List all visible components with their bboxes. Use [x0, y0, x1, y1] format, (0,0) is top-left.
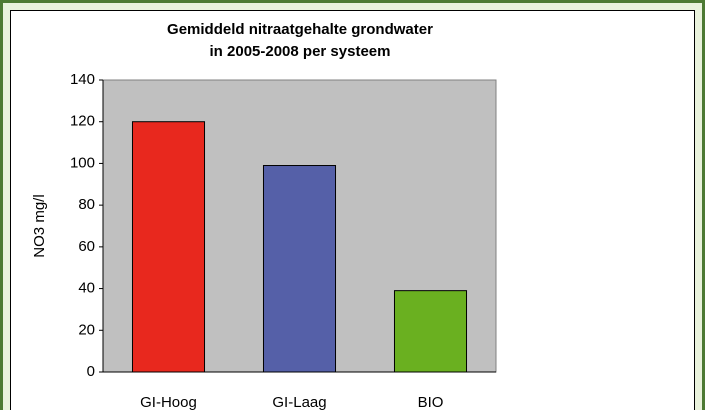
y-tick-label: 140: [70, 71, 95, 88]
y-tick-label: 0: [87, 363, 95, 380]
y-tick-label: 60: [78, 238, 95, 255]
chart-title: in 2005-2008 per systeem: [210, 43, 391, 60]
bar: [262, 165, 337, 373]
bar: [131, 121, 206, 373]
y-tick-label: 20: [78, 321, 95, 338]
x-tick-label: GI-Laag: [272, 394, 326, 410]
x-tick-label: BIO: [418, 394, 444, 410]
chart-title: Gemiddeld nitraatgehalte grondwater: [167, 21, 433, 38]
y-tick-label: 80: [78, 196, 95, 213]
y-tick-label: 120: [70, 113, 95, 130]
bar: [393, 290, 468, 373]
y-tick-label: 100: [70, 154, 95, 171]
y-axis-label: NO3 mg/l: [31, 194, 48, 257]
x-tick-label: GI-Hoog: [140, 394, 197, 410]
y-tick-label: 40: [78, 280, 95, 297]
